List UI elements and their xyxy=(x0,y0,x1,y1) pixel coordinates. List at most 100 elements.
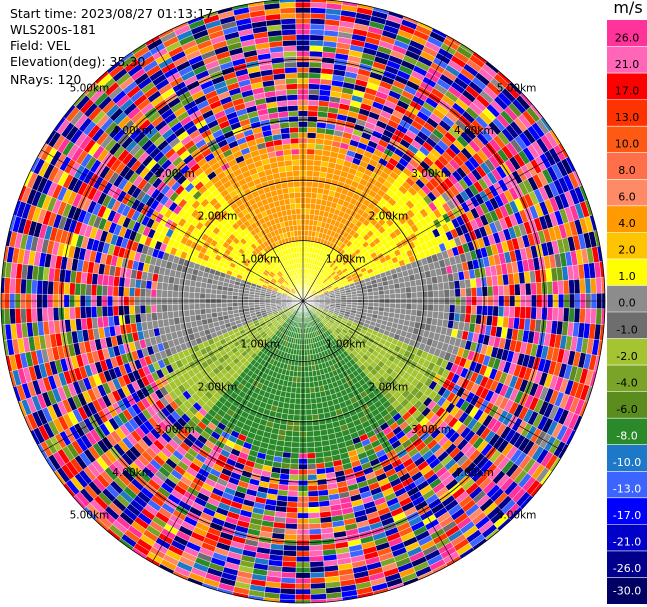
radar-gate xyxy=(306,441,315,448)
radar-gate xyxy=(432,290,440,298)
radar-gate xyxy=(465,287,472,297)
radar-gate xyxy=(314,143,324,151)
radar-gate xyxy=(306,170,314,177)
radar-gate xyxy=(372,290,380,296)
radar-gate xyxy=(378,290,385,296)
radar-gate xyxy=(286,506,298,514)
radar-gate xyxy=(306,137,316,145)
radar-gate xyxy=(442,311,450,321)
radar-gate xyxy=(307,116,318,123)
radar-gate xyxy=(469,278,477,288)
radar-gate xyxy=(280,467,290,475)
radar-gate xyxy=(310,7,327,14)
radar-gate xyxy=(308,83,321,90)
radar-gate xyxy=(290,457,300,465)
radar-gate xyxy=(134,313,142,324)
radar-gate xyxy=(308,67,322,74)
radar-gate xyxy=(311,413,319,421)
radar-gate xyxy=(459,279,466,289)
radar-gate xyxy=(167,311,174,319)
radar-gate xyxy=(399,308,407,315)
radar-gate xyxy=(316,402,324,409)
radar-gate xyxy=(357,296,363,300)
radar-gate xyxy=(145,312,153,322)
radar-gate xyxy=(304,382,311,389)
radar-gate xyxy=(307,105,319,112)
radar-gate xyxy=(595,277,603,294)
radar-gate xyxy=(415,309,423,317)
radar-gate xyxy=(183,309,191,317)
radar-gate xyxy=(519,283,526,296)
radar-gate xyxy=(568,279,575,295)
radar-gate xyxy=(378,302,385,308)
radar-gate xyxy=(309,560,325,568)
radar-gate xyxy=(309,39,324,47)
radar-gate xyxy=(535,306,543,320)
radar-gate xyxy=(304,219,310,226)
radar-gate xyxy=(189,309,196,317)
radar-gate xyxy=(310,0,327,4)
radar-gate xyxy=(303,344,308,351)
radar-gate xyxy=(311,408,319,415)
radar-gate xyxy=(476,305,483,316)
radar-gate xyxy=(310,12,326,20)
radar-gate xyxy=(308,506,320,514)
radar-gate xyxy=(400,303,407,310)
radar-gate xyxy=(281,571,297,579)
radar-gate xyxy=(295,382,302,389)
radar-gate xyxy=(410,309,417,317)
radar-gate xyxy=(562,307,570,323)
radar-gate xyxy=(427,304,434,312)
radar-gate xyxy=(279,588,296,595)
radar-gate xyxy=(399,281,406,289)
radar-gate xyxy=(307,365,313,372)
radar-gate xyxy=(305,387,311,394)
radar-gate xyxy=(305,197,312,204)
radar-gate xyxy=(305,398,312,405)
radar-gate xyxy=(416,303,423,311)
radar-gate xyxy=(405,292,412,299)
radar-gate xyxy=(459,288,467,298)
radar-gate xyxy=(290,392,296,399)
radar-gate xyxy=(315,138,325,145)
radar-gate xyxy=(315,462,326,470)
radar-gate xyxy=(309,34,325,42)
radar-gate xyxy=(312,170,321,178)
radar-gate xyxy=(590,277,597,294)
radar-gate xyxy=(307,485,319,492)
radar-gate xyxy=(287,495,299,503)
radar-gate xyxy=(189,314,197,323)
radar-gate xyxy=(314,391,322,399)
radar-gate xyxy=(305,192,312,199)
radar-gate xyxy=(310,403,318,410)
radar-gate xyxy=(449,288,456,298)
radar-gate xyxy=(546,307,554,321)
radar-gate xyxy=(285,517,298,524)
radar-gate xyxy=(427,290,434,298)
radar-gate xyxy=(535,282,543,296)
radar-gate xyxy=(399,287,407,294)
radar-gate xyxy=(470,305,478,315)
radar-gate xyxy=(415,285,423,293)
radar-gate xyxy=(314,446,324,453)
radar-gate xyxy=(519,306,526,319)
radar-gate xyxy=(394,303,401,309)
radar-gate xyxy=(310,397,317,405)
radar-gate xyxy=(454,304,461,314)
radar-gate xyxy=(346,296,353,301)
radar-gate xyxy=(530,306,537,320)
radar-gate xyxy=(316,467,326,475)
radar-gate xyxy=(503,306,510,318)
radar-gate xyxy=(280,577,296,584)
radar-gate xyxy=(308,72,322,79)
radar-gate xyxy=(464,278,472,289)
radar-gate xyxy=(304,376,310,383)
radar-gate xyxy=(283,440,293,448)
radar-gate xyxy=(310,1,327,9)
radar-gate xyxy=(284,528,298,535)
radar-gate xyxy=(584,308,592,324)
radar-gate xyxy=(448,280,455,290)
radar-gate xyxy=(303,333,307,340)
radar-gate xyxy=(307,121,318,128)
